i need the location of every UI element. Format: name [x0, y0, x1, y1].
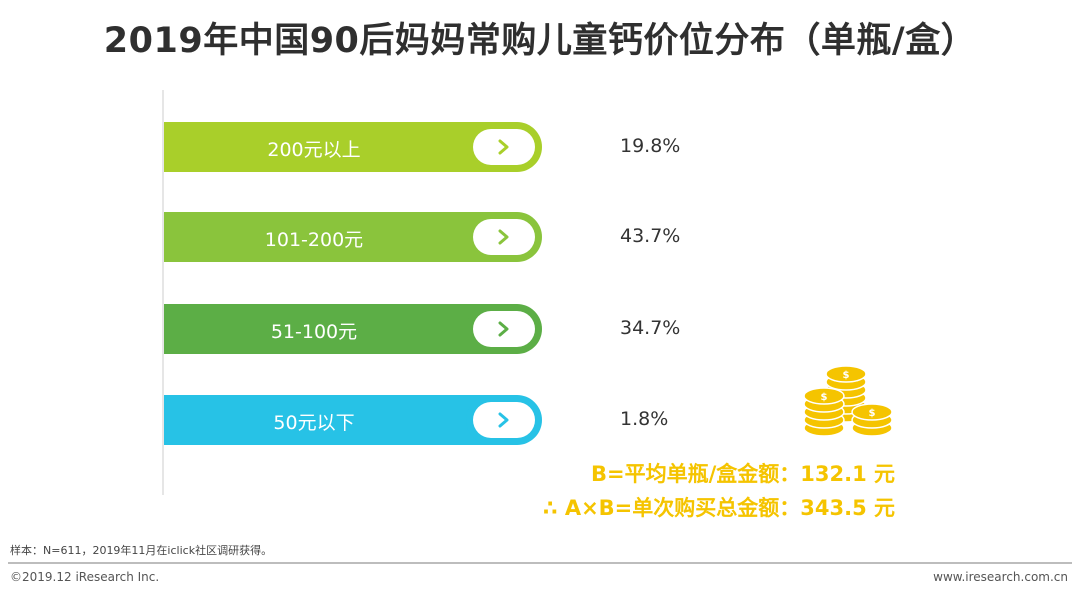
total-purchase-text: ∴ A×B=单次购买总金额：343.5 元	[542, 496, 895, 520]
value-label: 19.8%	[620, 135, 681, 157]
average-price-text: B=平均单瓶/盒金额：132.1 元	[590, 462, 895, 486]
chevron-right-icon[interactable]	[473, 402, 535, 438]
bar: 51-100元	[164, 304, 516, 354]
value-label: 34.7%	[620, 317, 681, 339]
website-link[interactable]: www.iresearch.com.cn	[933, 570, 1068, 584]
sample-note: 样本：N=611，2019年11月在iclick社区调研获得。	[10, 544, 273, 557]
bar: 101-200元	[164, 212, 516, 262]
chevron-right-icon[interactable]	[473, 219, 535, 255]
footer-divider	[8, 562, 1072, 564]
axis-line	[162, 90, 164, 495]
bar: 50元以下	[164, 395, 516, 445]
chart-title: 2019年中国90后妈妈常购儿童钙价位分布（单瓶/盒）	[103, 21, 977, 61]
value-label: 43.7%	[620, 225, 681, 247]
copyright: ©2019.12 iResearch Inc.	[10, 570, 160, 584]
svg-text:$: $	[843, 370, 850, 381]
value-label: 1.8%	[620, 408, 669, 430]
bar: 200元以上	[164, 122, 516, 172]
bar-label: 51-100元	[270, 321, 358, 343]
coins-icon: $ $ $	[800, 362, 900, 444]
bar-label: 101-200元	[264, 229, 364, 251]
svg-text:$: $	[821, 392, 828, 403]
svg-text:$: $	[869, 408, 876, 419]
chevron-right-icon[interactable]	[473, 129, 535, 165]
bar-label: 200元以上	[267, 139, 361, 161]
bar-label: 50元以下	[273, 412, 355, 434]
chevron-right-icon[interactable]	[473, 311, 535, 347]
